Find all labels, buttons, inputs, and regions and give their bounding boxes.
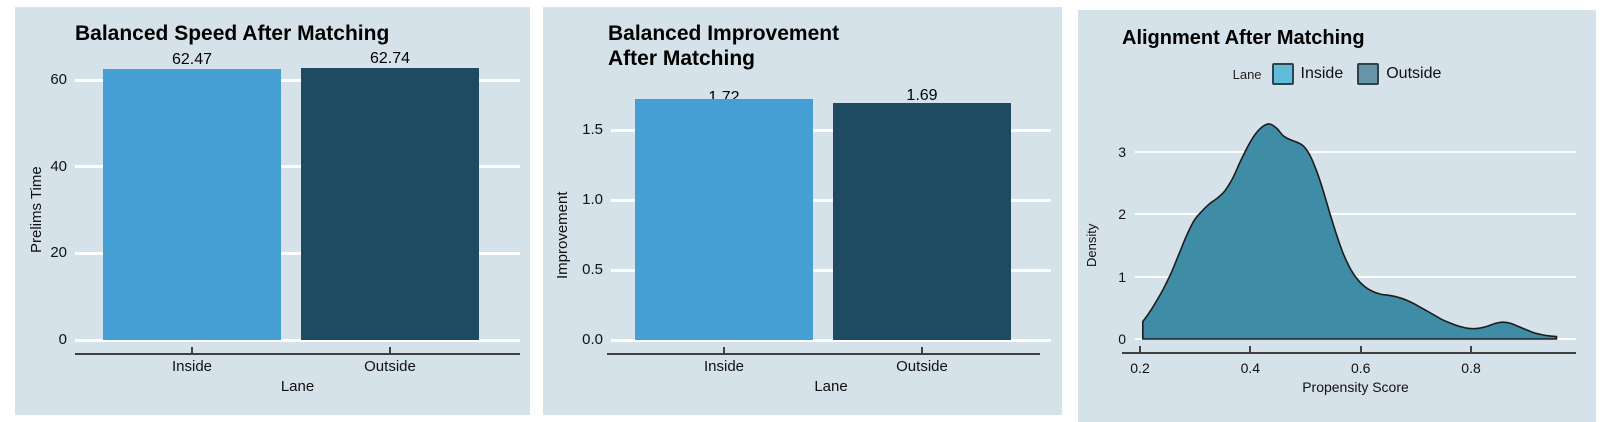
legend-lane: Lane Inside Outside bbox=[1078, 63, 1596, 85]
gridline-y-60 bbox=[75, 78, 520, 82]
y-tick-label: 0 bbox=[1118, 331, 1126, 347]
panel-balanced-improvement: Balanced Improvement After Matching Impr… bbox=[543, 7, 1062, 415]
x-tick-mark bbox=[1139, 346, 1141, 352]
gridline-y-0.0 bbox=[611, 338, 1051, 342]
x-category-label-outside: Outside bbox=[896, 358, 948, 375]
y-tick-label: 1.0 bbox=[582, 191, 603, 208]
gridline-y-0.5 bbox=[611, 268, 1051, 272]
x-tick-mark bbox=[1249, 346, 1252, 352]
legend-item-outside: Outside bbox=[1357, 63, 1441, 85]
gridline-y-1.0 bbox=[611, 198, 1051, 202]
y-tick-label: 40 bbox=[50, 157, 67, 175]
y-tick-label: 2 bbox=[1118, 206, 1126, 223]
y-tick-label: 3 bbox=[1118, 144, 1126, 161]
legend-label-inside: Inside bbox=[1300, 65, 1344, 82]
y-tick-label: 0 bbox=[58, 331, 67, 348]
x-axis-title-lane: Lane bbox=[280, 378, 315, 395]
x-tick-label: 0.4 bbox=[1240, 360, 1261, 376]
gridline-y-3 bbox=[1135, 151, 1576, 154]
chart-title-balanced-speed: Balanced Speed After Matching bbox=[75, 22, 390, 45]
x-category-label-outside: Outside bbox=[364, 358, 416, 375]
y-axis-title-density: Density bbox=[1084, 223, 1099, 268]
y-tick-label: 60 bbox=[50, 71, 67, 88]
y-tick-label: 20 bbox=[50, 244, 67, 262]
panel-balanced-speed: Balanced Speed After Matching Prelims Ti… bbox=[15, 7, 530, 415]
bar-value-label-inside: 62.47 bbox=[171, 51, 213, 69]
chart-title-balanced-improvement: Balanced Improvement After Matching bbox=[608, 22, 840, 70]
bar-outside bbox=[301, 68, 479, 340]
x-tick-label: 0.2 bbox=[1130, 360, 1150, 376]
x-tick-mark bbox=[389, 347, 391, 353]
x-tick-mark bbox=[1359, 346, 1362, 352]
y-tick-label: 1.5 bbox=[582, 121, 603, 138]
bar-value-label-outside: 1.69 bbox=[906, 87, 938, 105]
x-tick-mark bbox=[1470, 346, 1473, 352]
legend-title: Lane bbox=[1232, 66, 1262, 82]
y-tick-label: 0.5 bbox=[582, 261, 603, 278]
legend-item-inside: Inside bbox=[1271, 63, 1344, 85]
x-axis-title-lane: Lane bbox=[814, 378, 848, 395]
x-tick-label: 0.8 bbox=[1461, 360, 1481, 376]
x-category-label-inside: Inside bbox=[703, 358, 745, 375]
y-tick-label: 1 bbox=[1118, 268, 1126, 285]
x-axis-line bbox=[75, 353, 520, 355]
x-axis-line bbox=[1122, 352, 1576, 354]
x-tick-mark bbox=[921, 347, 923, 353]
x-tick-label: 0.6 bbox=[1350, 360, 1371, 376]
bar-outside bbox=[833, 103, 1011, 340]
legend-swatch-inside-icon bbox=[1271, 63, 1294, 85]
x-axis-title-propensity-score: Propensity Score bbox=[1302, 379, 1409, 395]
x-tick-mark bbox=[191, 347, 193, 353]
gridline-y-1.5 bbox=[611, 128, 1051, 132]
bar-inside bbox=[635, 99, 813, 340]
density-curve bbox=[1142, 123, 1558, 340]
x-category-label-inside: Inside bbox=[171, 358, 213, 375]
x-tick-mark bbox=[723, 347, 725, 353]
chart-title-alignment: Alignment After Matching bbox=[1122, 27, 1365, 49]
bar-value-label-outside: 62.74 bbox=[369, 50, 411, 68]
gridline-y-40 bbox=[75, 165, 520, 169]
legend-label-outside: Outside bbox=[1386, 65, 1442, 82]
gridline-y-20 bbox=[75, 251, 520, 255]
bar-inside bbox=[103, 69, 281, 340]
panel-alignment: Alignment After Matching Lane Inside Out… bbox=[1078, 10, 1596, 422]
legend-swatch-outside-icon bbox=[1357, 63, 1380, 85]
gridline-y-0 bbox=[75, 338, 520, 342]
y-tick-label: 0.0 bbox=[582, 331, 603, 348]
density-area-path bbox=[1142, 123, 1558, 340]
y-axis-title-improvement: Improvement bbox=[554, 191, 571, 279]
y-axis-title-prelims-time: Prelims Time bbox=[28, 166, 45, 254]
x-axis-line bbox=[607, 353, 1040, 355]
gridline-y-2 bbox=[1135, 213, 1576, 216]
